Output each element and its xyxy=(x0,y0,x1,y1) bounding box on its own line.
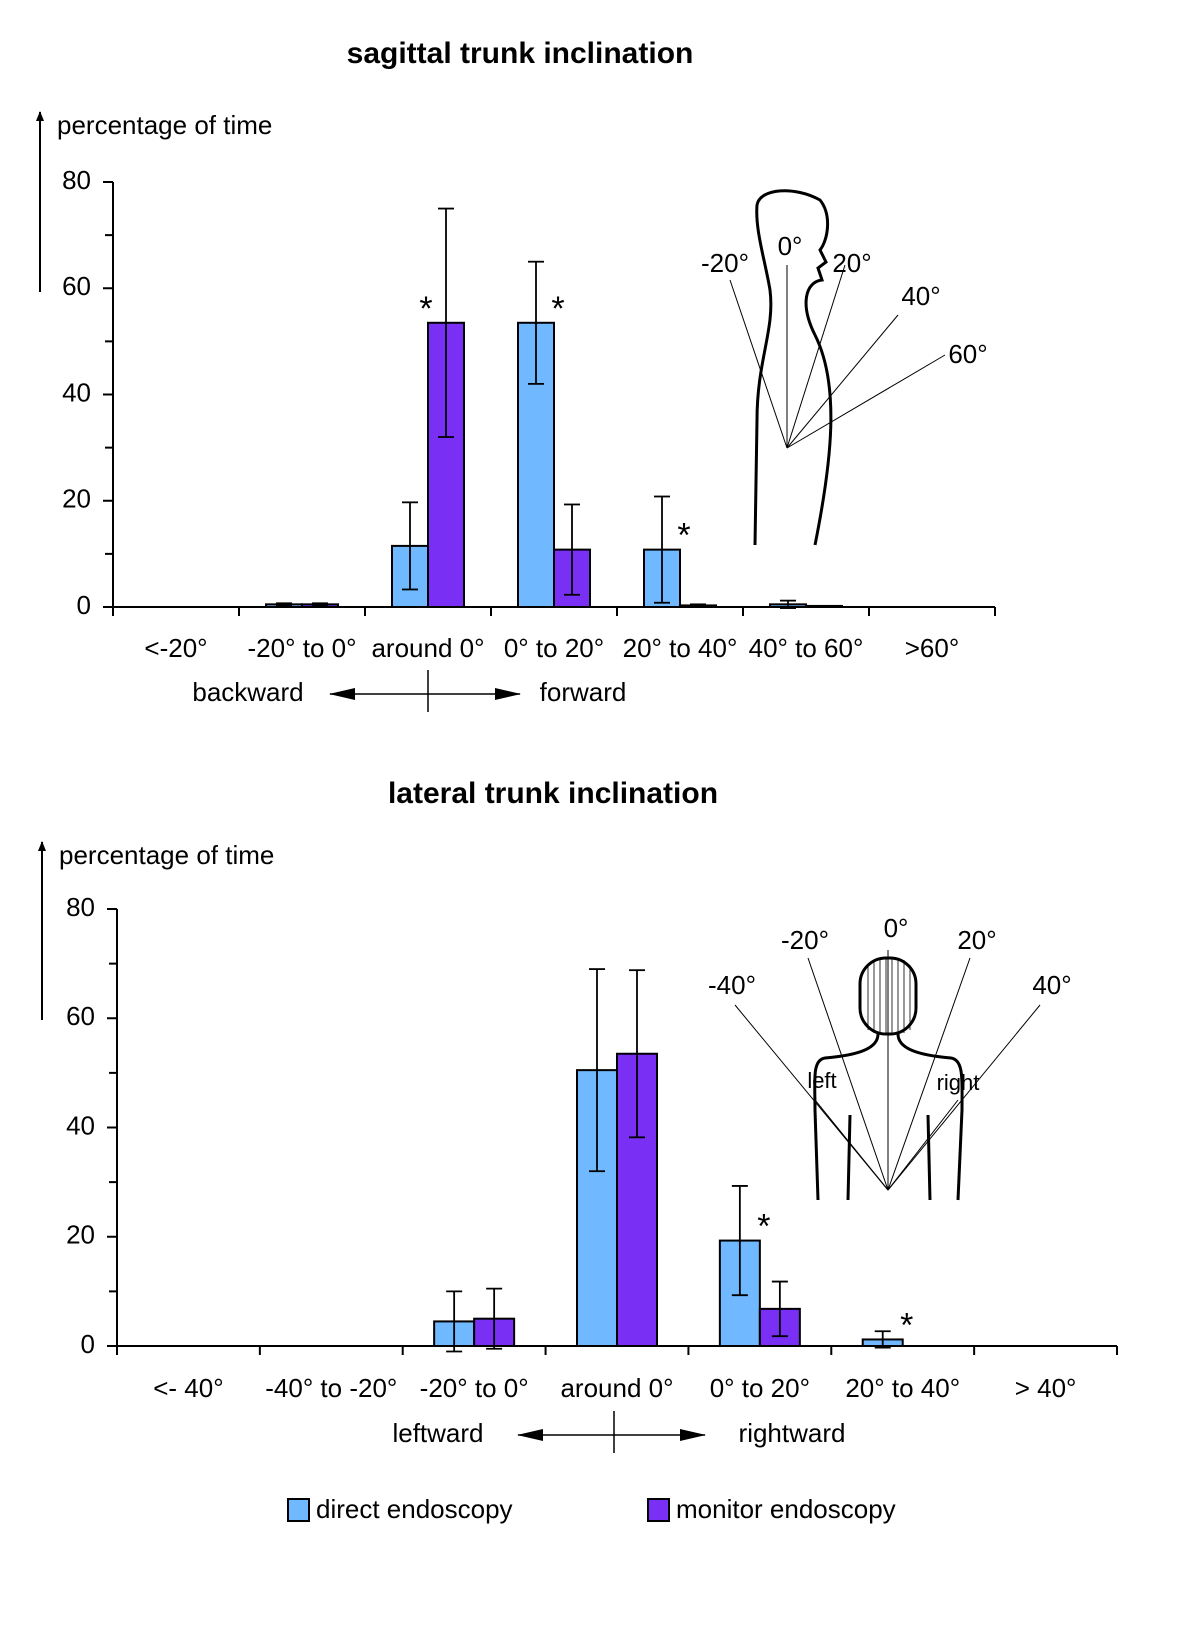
x-tick-label: -20° to 0° xyxy=(248,633,357,663)
error-bar xyxy=(690,603,706,608)
significance-marker: * xyxy=(677,517,690,555)
inset-label: 0° xyxy=(884,913,909,943)
inset-label: -40° xyxy=(708,970,756,1000)
error-bar xyxy=(731,1185,748,1297)
x-tick-label: <-20° xyxy=(144,633,207,663)
inset-angle-line xyxy=(729,279,788,449)
significance-marker: * xyxy=(900,1306,913,1344)
x-tick-label: <- 40° xyxy=(153,1373,223,1403)
significance-marker: * xyxy=(419,290,432,328)
legend-swatch xyxy=(287,1498,310,1522)
error-bar xyxy=(771,1280,788,1338)
error-bar xyxy=(589,968,605,1173)
x-tick-label: -20° to 0° xyxy=(420,1373,529,1403)
x-tick-label: 20° to 40° xyxy=(623,633,738,663)
y-axis-label: percentage of time xyxy=(57,110,272,140)
legend: direct endoscopy monitor endoscopy xyxy=(287,1494,896,1524)
inset-angle-line xyxy=(786,354,946,449)
error-bar xyxy=(438,207,454,438)
error-bar xyxy=(654,495,670,604)
significance-marker: * xyxy=(551,290,564,328)
y-tick-label: 60 xyxy=(62,271,91,301)
y-tick-label: 20 xyxy=(66,1220,95,1250)
y-tick-label: 80 xyxy=(66,892,95,922)
torso-outline xyxy=(813,1033,964,1201)
direction-label: forward xyxy=(540,677,627,707)
y-axis-label: percentage of time xyxy=(59,840,274,870)
inset-angle-line xyxy=(887,957,971,1191)
error-bar xyxy=(564,503,580,596)
inset-angle-line xyxy=(786,264,846,449)
y-tick-label: 80 xyxy=(62,165,91,195)
y-tick-label: 0 xyxy=(77,590,91,620)
error-bar xyxy=(528,260,544,385)
inset-angle-line xyxy=(807,957,889,1191)
legend-label: direct endoscopy xyxy=(316,1494,513,1524)
chart-title: lateral trunk inclination xyxy=(388,777,718,810)
inset-label: left xyxy=(807,1068,836,1093)
x-tick-label: 20° to 40° xyxy=(845,1373,960,1403)
inset-label: -20° xyxy=(781,925,829,955)
error-bar xyxy=(312,602,328,607)
head-hatching xyxy=(867,958,911,1034)
error-bar xyxy=(486,1287,503,1350)
inset-angle-line xyxy=(887,1004,1041,1191)
legend-swatch xyxy=(647,1498,670,1522)
bar xyxy=(805,604,843,608)
body-profile xyxy=(753,189,833,546)
inset-label: 60° xyxy=(948,339,987,369)
error-bar xyxy=(446,1290,463,1353)
bar xyxy=(616,1052,658,1347)
error-bar xyxy=(629,969,645,1139)
inset-label: 20° xyxy=(832,248,871,278)
inset-label: 40° xyxy=(1032,970,1071,1000)
y-tick-label: 40 xyxy=(62,377,91,407)
x-tick-label: 0° to 20° xyxy=(710,1373,810,1403)
inset-angle-line xyxy=(814,1099,889,1191)
x-tick-label: 40° to 60° xyxy=(749,633,864,663)
x-tick-label: around 0° xyxy=(371,633,484,663)
inset-label: -20° xyxy=(701,248,749,278)
legend-label: monitor endoscopy xyxy=(676,1494,896,1524)
inset-label: right xyxy=(937,1070,980,1095)
y-tick-label: 20 xyxy=(62,484,91,514)
y-tick-label: 0 xyxy=(81,1329,95,1359)
x-tick-label: -40° to -20° xyxy=(265,1373,397,1403)
x-tick-label: around 0° xyxy=(560,1373,673,1403)
x-tick-label: > 40° xyxy=(1015,1373,1077,1403)
direction-label: rightward xyxy=(739,1418,846,1448)
direction-label: backward xyxy=(192,677,303,707)
inset-label: 0° xyxy=(778,231,803,261)
y-tick-label: 60 xyxy=(66,1001,95,1031)
chart-title: sagittal trunk inclination xyxy=(347,37,694,70)
direction-label: leftward xyxy=(392,1418,483,1448)
y-tick-label: 40 xyxy=(66,1110,95,1140)
error-bar xyxy=(402,501,418,591)
error-bar xyxy=(874,1330,891,1349)
bar xyxy=(427,321,465,608)
error-bar xyxy=(780,599,796,609)
x-tick-label: >60° xyxy=(905,633,960,663)
inset-label: 20° xyxy=(957,925,996,955)
inset-angle-line xyxy=(887,1099,959,1191)
x-tick-label: 0° to 20° xyxy=(504,633,604,663)
inset-angle-line xyxy=(786,314,899,449)
inset-label: 40° xyxy=(901,281,940,311)
error-bar xyxy=(276,602,292,607)
significance-marker: * xyxy=(757,1208,770,1246)
